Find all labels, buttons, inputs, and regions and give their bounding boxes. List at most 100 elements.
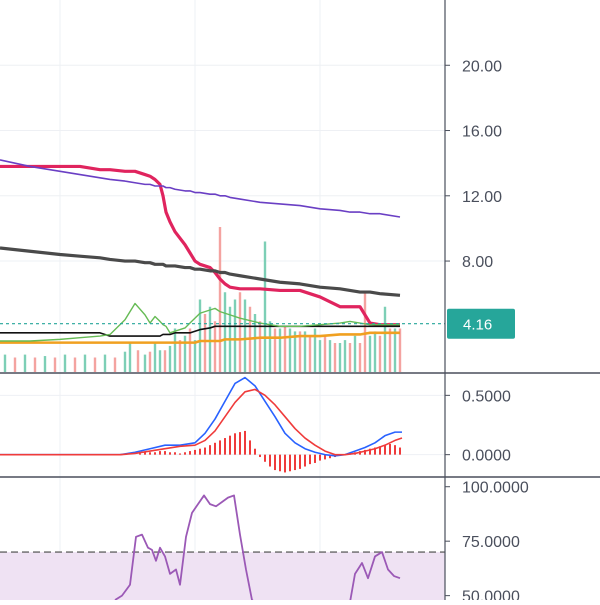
macd-histogram-bar bbox=[239, 432, 241, 455]
macd-histogram-bar bbox=[294, 454, 296, 471]
macd-histogram-bar bbox=[254, 448, 256, 455]
macd-histogram-bar bbox=[394, 445, 396, 455]
macd-histogram-bar bbox=[184, 452, 186, 455]
macd-histogram-bar bbox=[179, 453, 181, 455]
volume-bar bbox=[283, 325, 287, 372]
macd-histogram-bar bbox=[259, 454, 261, 458]
volume-bar bbox=[383, 306, 387, 372]
macd-histogram-bar bbox=[274, 454, 276, 471]
macd-histogram-bar bbox=[319, 454, 321, 461]
volume-bar bbox=[188, 328, 192, 372]
last-price-badge bbox=[447, 308, 515, 339]
macd-histogram-bar bbox=[379, 446, 381, 455]
volume-bar bbox=[158, 350, 162, 372]
volume-bar bbox=[218, 227, 222, 372]
macd-histogram-bar bbox=[269, 454, 271, 467]
volume-bar bbox=[13, 357, 17, 372]
volume-bar bbox=[343, 340, 347, 372]
macd-axis-tick-label: 0.0000 bbox=[462, 448, 511, 465]
volume-bar bbox=[168, 345, 172, 372]
volume-bar bbox=[328, 340, 332, 372]
macd-histogram-bar bbox=[214, 442, 216, 455]
volume-bar bbox=[198, 299, 202, 372]
volume-bar bbox=[278, 328, 282, 372]
macd-series-macd bbox=[0, 376, 402, 457]
axis-layer: 20.00 16.00 12.00 8.00 0.5000 0.0000 100.0000 7… bbox=[445, 58, 529, 605]
volume-bar bbox=[348, 343, 352, 372]
macd-histogram-bar bbox=[174, 452, 176, 455]
volume-bar bbox=[223, 292, 227, 372]
last-price-label: 4.16 bbox=[463, 317, 492, 334]
volume-bar bbox=[193, 340, 197, 372]
price-series-green bbox=[0, 302, 400, 342]
rsi-axis-tick-label: 75.0000 bbox=[462, 534, 520, 551]
macd-histogram-bar bbox=[189, 451, 191, 455]
macd-series-signal bbox=[0, 388, 403, 456]
price-series-dark bbox=[0, 246, 401, 297]
rsi-layer bbox=[114, 494, 401, 605]
volume-bar bbox=[83, 354, 87, 372]
volume-bar bbox=[273, 328, 277, 372]
volume-bar bbox=[173, 328, 177, 372]
macd-histogram-bar bbox=[204, 447, 206, 455]
volume-bar bbox=[33, 357, 37, 372]
volume-bar bbox=[153, 343, 157, 372]
macd-histogram-bar bbox=[284, 454, 286, 473]
volume-bar bbox=[203, 314, 207, 372]
volume-bar bbox=[113, 357, 117, 372]
volume-bar bbox=[378, 335, 382, 372]
macd-histogram-bar bbox=[229, 435, 231, 455]
macd-histogram-bar bbox=[159, 451, 161, 455]
volume-bar bbox=[63, 354, 67, 372]
rsi-axis-tick-label: 50.0000 bbox=[462, 589, 520, 600]
volume-bar bbox=[393, 328, 397, 372]
macd-histogram-bar bbox=[389, 443, 391, 455]
volume-bar bbox=[303, 331, 307, 372]
volume-bar bbox=[363, 292, 367, 372]
rsi-band-layer bbox=[0, 551, 445, 600]
volume-bar bbox=[73, 357, 77, 372]
macd-histogram-bar bbox=[309, 454, 311, 465]
macd-histogram-bar bbox=[374, 447, 376, 455]
macd-histogram-bar bbox=[329, 454, 331, 459]
macd-histogram-bar bbox=[244, 430, 246, 455]
volume-bar bbox=[233, 299, 237, 372]
volume-bar bbox=[128, 343, 132, 372]
macd-histogram-bar bbox=[289, 454, 291, 472]
macd-histogram-bar bbox=[279, 454, 281, 472]
volume-bar bbox=[368, 335, 372, 372]
volume-bar bbox=[268, 321, 272, 372]
volume-bar bbox=[338, 343, 342, 372]
price-series-purple bbox=[0, 159, 401, 218]
volume-bar bbox=[3, 354, 7, 372]
volume-bar bbox=[143, 354, 147, 372]
macd-histogram-bar bbox=[149, 452, 151, 455]
volume-bar bbox=[213, 321, 217, 372]
volume-bar bbox=[208, 306, 212, 372]
volume-bar bbox=[243, 299, 247, 372]
volume-bar bbox=[333, 343, 337, 372]
volume-bar bbox=[308, 335, 312, 372]
macd-histogram-bar bbox=[314, 454, 316, 463]
rsi-band bbox=[0, 552, 445, 600]
volume-bar bbox=[263, 241, 267, 372]
macd-histogram-bar bbox=[369, 448, 371, 455]
price-series-orange bbox=[0, 331, 400, 344]
volume-bar bbox=[258, 321, 262, 372]
volume-bar bbox=[93, 357, 97, 372]
price-series-black bbox=[0, 325, 400, 337]
macd-axis-tick-label: 0.5000 bbox=[462, 388, 511, 405]
volume-bar bbox=[358, 343, 362, 372]
volume-bar bbox=[323, 335, 327, 372]
volume-bar bbox=[388, 328, 392, 372]
price-axis-tick-label: 16.00 bbox=[462, 124, 502, 141]
macd-histogram-bar bbox=[299, 454, 301, 469]
macd-histogram-bar bbox=[154, 452, 156, 455]
macd-histogram-bar bbox=[249, 440, 251, 455]
price-axis-tick-label: 12.00 bbox=[462, 189, 502, 206]
rsi-line bbox=[114, 494, 401, 605]
volume-bar bbox=[398, 328, 402, 372]
volume-bar bbox=[53, 357, 57, 372]
